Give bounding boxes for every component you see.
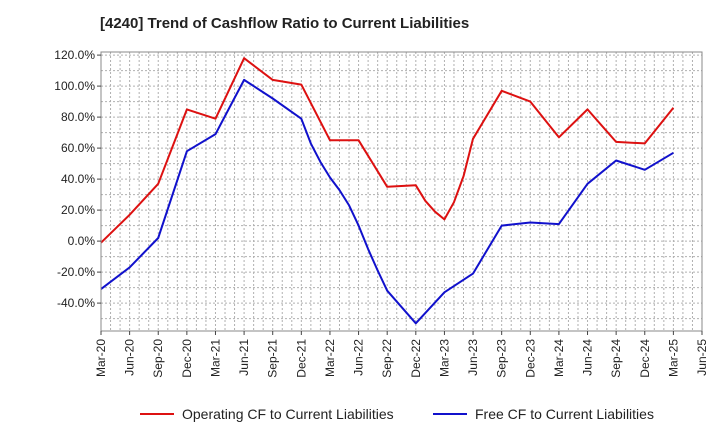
x-tick-label: Jun-22 bbox=[352, 339, 366, 376]
x-tick-label: Jun-24 bbox=[581, 339, 595, 376]
x-tick-label: Jun-25 bbox=[695, 339, 709, 376]
x-tick-label: Sep-20 bbox=[151, 339, 165, 378]
y-axis-ticks: 120.0% 100.0% 80.0% 60.0% 40.0% 20.0% 0.0% -20.… bbox=[54, 48, 101, 310]
plot-frame bbox=[100, 51, 703, 332]
chart-title: [4240] Trend of Cashflow Ratio to Curren… bbox=[100, 15, 470, 32]
y-tick-label: -40.0% bbox=[57, 296, 95, 310]
x-tick-label: Mar-23 bbox=[437, 339, 451, 377]
x-tick-label: Mar-25 bbox=[666, 339, 680, 377]
x-tick-label: Sep-21 bbox=[266, 339, 280, 378]
x-tick-label: Dec-24 bbox=[638, 339, 652, 378]
x-tick-label: Dec-21 bbox=[294, 339, 308, 378]
x-tick-label: Jun-21 bbox=[237, 339, 251, 376]
y-tick-label: -20.0% bbox=[57, 265, 95, 279]
x-tick-label: Sep-22 bbox=[380, 339, 394, 378]
y-tick-label: 120.0% bbox=[54, 48, 95, 62]
y-tick-label: 20.0% bbox=[61, 203, 95, 217]
x-tick-label: Sep-23 bbox=[495, 339, 509, 378]
series-line-free-cf bbox=[100, 78, 674, 325]
grid-lines bbox=[100, 52, 703, 331]
x-tick-label: Jun-23 bbox=[466, 339, 480, 376]
x-tick-label: Mar-21 bbox=[208, 339, 222, 377]
legend-label: Operating CF to Current Liabilities bbox=[182, 406, 394, 422]
series-lines bbox=[100, 57, 675, 325]
x-axis-ticks: Mar-20 Jun-20 Sep-20 Dec-20 Mar-21 Jun-21 Sep-… bbox=[94, 331, 709, 378]
y-tick-label: 100.0% bbox=[54, 79, 95, 93]
x-tick-label: Dec-20 bbox=[180, 339, 194, 378]
y-tick-label: 40.0% bbox=[61, 172, 95, 186]
x-tick-label: Mar-20 bbox=[94, 339, 108, 377]
x-tick-label: Jun-20 bbox=[123, 339, 137, 376]
x-tick-label: Dec-23 bbox=[523, 339, 537, 378]
y-tick-label: 80.0% bbox=[61, 110, 95, 124]
legend: Operating CF to Current Liabilities Free … bbox=[140, 406, 654, 422]
x-tick-label: Mar-24 bbox=[552, 339, 566, 377]
x-tick-label: Mar-22 bbox=[323, 339, 337, 377]
y-tick-label: 60.0% bbox=[61, 141, 95, 155]
legend-label: Free CF to Current Liabilities bbox=[475, 406, 654, 422]
y-tick-label: 0.0% bbox=[68, 234, 96, 248]
x-tick-label: Dec-22 bbox=[409, 339, 423, 378]
series-line-operating-cf bbox=[100, 57, 675, 244]
x-tick-label: Sep-24 bbox=[609, 339, 623, 378]
